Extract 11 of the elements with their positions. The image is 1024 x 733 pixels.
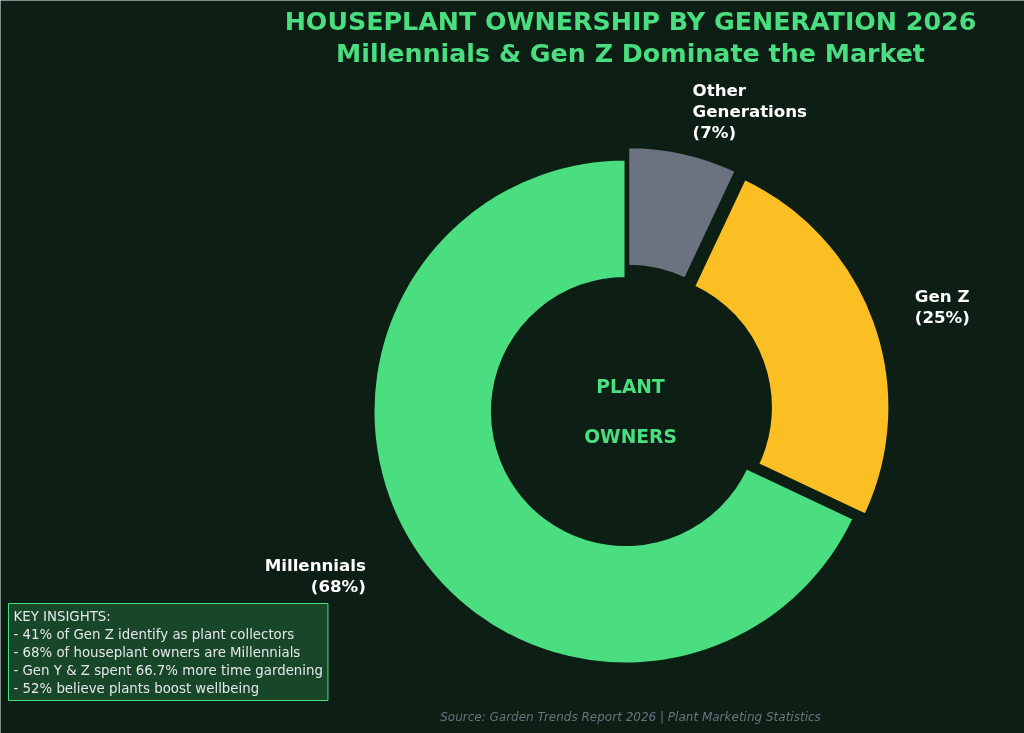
slice-label: Other Generations [692,81,808,121]
slice-label: Millennials [264,556,367,576]
data-label: (25%) [914,308,970,328]
text: PLANT OWNERS [584,375,677,448]
chart-subtitle: Millennials & Gen Z Dominate the Market [336,37,925,68]
data-label: (68%) [310,577,366,597]
chart-title: HOUSEPLANT OWNERSHIP BY GENERATION 2026 [284,5,977,36]
slice-label: Gen Z [914,287,970,307]
source-note: Source: Garden Trends Report 2026 | Plant Marketing Statistics [440,709,821,724]
text: KEY INSIGHTS: - 41% of Gen Z identify as plant collectors - 68% of houseplant owners are Millennials - Gen Y & Z spent 66.7% more time gardening - 52% believe plants boost wellbeing [13,608,323,696]
data-label: (7%) [692,122,737,142]
